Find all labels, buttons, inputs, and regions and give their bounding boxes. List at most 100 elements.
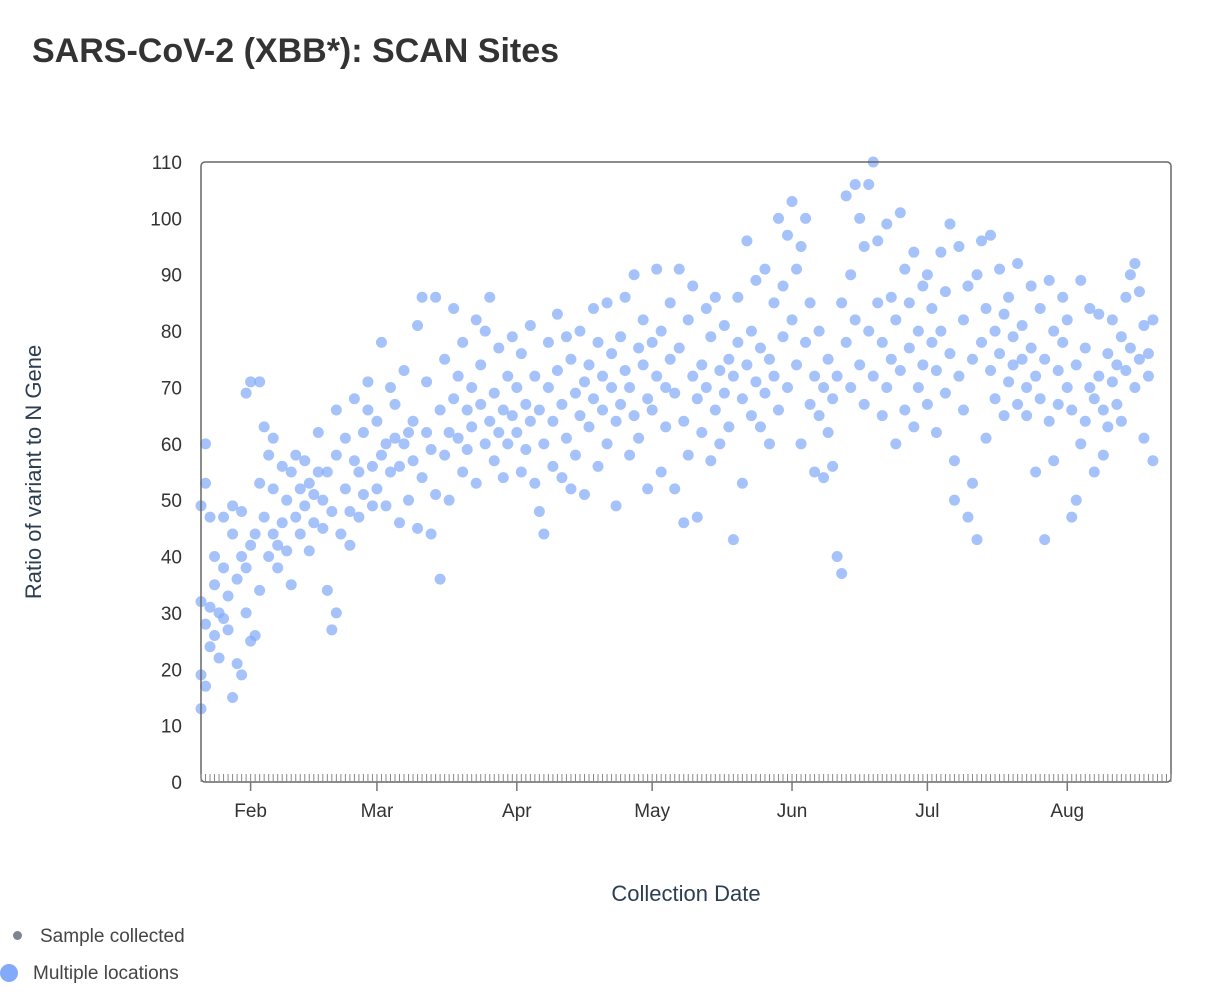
data-point — [398, 365, 410, 377]
y-tick-label: 30 — [161, 604, 182, 625]
data-point — [858, 398, 870, 410]
data-point — [818, 381, 830, 393]
data-point — [727, 534, 739, 546]
data-point — [813, 410, 825, 422]
data-point — [353, 466, 365, 478]
data-point — [912, 381, 924, 393]
data-point — [763, 438, 775, 450]
data-point — [362, 404, 374, 416]
data-point — [236, 551, 248, 563]
data-point — [732, 291, 744, 303]
data-point — [312, 427, 324, 439]
x-tick-label: Mar — [361, 801, 394, 822]
data-point — [1034, 393, 1046, 405]
data-point — [592, 460, 604, 472]
data-point — [407, 415, 419, 427]
data-point — [497, 404, 509, 416]
data-point — [660, 381, 672, 393]
data-point — [966, 477, 978, 489]
data-point — [795, 241, 807, 253]
data-point — [308, 489, 320, 501]
data-point — [263, 449, 275, 461]
data-point — [1102, 421, 1114, 433]
data-point — [344, 539, 356, 551]
data-point — [551, 308, 563, 320]
data-point — [1052, 365, 1064, 377]
data-point — [962, 511, 974, 523]
data-point — [1016, 353, 1028, 365]
data-points — [195, 156, 1159, 715]
x-axis-title: Collection Date — [611, 881, 760, 906]
data-point — [619, 365, 631, 377]
y-tick-label: 110 — [152, 153, 182, 174]
data-point — [245, 539, 257, 551]
data-point — [836, 567, 848, 579]
data-point — [673, 342, 685, 354]
data-point — [461, 404, 473, 416]
data-point — [624, 381, 636, 393]
y-tick-label: 50 — [161, 491, 182, 512]
data-point — [849, 314, 861, 326]
data-point — [926, 336, 938, 348]
data-point — [610, 500, 622, 512]
data-point — [669, 483, 681, 495]
data-point — [1106, 314, 1118, 326]
data-point — [696, 427, 708, 439]
data-point — [403, 427, 415, 439]
data-point — [502, 438, 514, 450]
data-point — [511, 381, 523, 393]
data-point — [800, 336, 812, 348]
data-point — [339, 432, 351, 444]
data-point — [597, 370, 609, 382]
data-point — [1030, 370, 1042, 382]
data-point — [380, 500, 392, 512]
data-point — [809, 370, 821, 382]
data-point — [249, 528, 261, 540]
data-point — [484, 291, 496, 303]
data-point — [439, 353, 451, 365]
data-point — [227, 500, 239, 512]
data-point — [1043, 415, 1055, 427]
data-point — [452, 432, 464, 444]
data-point — [953, 370, 965, 382]
data-point — [619, 291, 631, 303]
data-point — [597, 404, 609, 416]
data-point — [1025, 280, 1037, 292]
data-point — [948, 455, 960, 467]
data-point — [768, 297, 780, 309]
data-point — [299, 455, 311, 467]
data-point — [745, 325, 757, 337]
data-point — [375, 449, 387, 461]
data-point — [682, 314, 694, 326]
data-point — [1147, 455, 1159, 467]
data-point — [736, 477, 748, 489]
data-point — [772, 212, 784, 224]
data-point — [763, 353, 775, 365]
data-point — [795, 438, 807, 450]
data-point — [890, 438, 902, 450]
x-axis: Feb Mar Apr May Jun Jul Aug — [234, 782, 1084, 822]
data-point — [1093, 308, 1105, 320]
data-point — [754, 342, 766, 354]
data-point — [362, 376, 374, 388]
data-point — [231, 573, 243, 585]
data-point — [258, 511, 270, 523]
data-point — [434, 573, 446, 585]
data-point — [285, 579, 297, 591]
data-point — [317, 494, 329, 506]
data-point — [1111, 398, 1123, 410]
data-point — [917, 280, 929, 292]
data-point — [425, 528, 437, 540]
data-point — [903, 342, 915, 354]
data-point — [344, 505, 356, 517]
data-point — [276, 460, 288, 472]
data-point — [209, 551, 221, 563]
data-point — [1070, 359, 1082, 371]
data-point — [890, 314, 902, 326]
y-axis-title: Ratio of variant to N Gene — [21, 345, 46, 599]
data-point — [1057, 291, 1069, 303]
data-point — [687, 370, 699, 382]
data-point — [258, 421, 270, 433]
data-point — [1093, 370, 1105, 382]
data-point — [1070, 494, 1082, 506]
